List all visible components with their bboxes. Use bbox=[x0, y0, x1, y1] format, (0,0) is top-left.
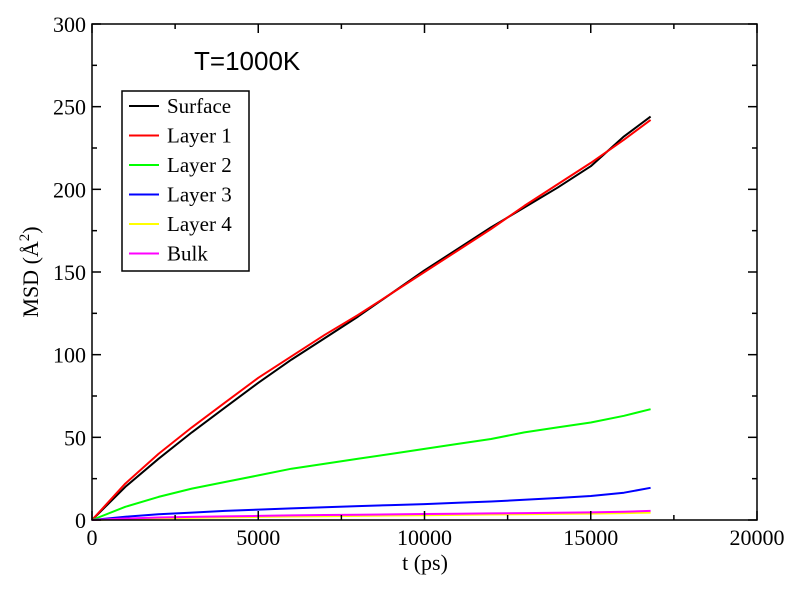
legend-label-layer-2: Layer 2 bbox=[167, 153, 232, 177]
series-line-layer-1 bbox=[91, 119, 652, 521]
series-layer bbox=[91, 115, 652, 521]
x-tick-label: 10000 bbox=[397, 525, 452, 550]
y-tick-label: 150 bbox=[53, 260, 86, 285]
legend-label-bulk: Bulk bbox=[167, 242, 208, 266]
legend-box bbox=[121, 90, 250, 272]
legend-label-layer-3: Layer 3 bbox=[167, 183, 232, 207]
y-tick-label: 250 bbox=[53, 95, 86, 120]
ticks-layer: 0 5000 10000 15000 20000 0 50 100 150 200 250 300 bbox=[53, 12, 785, 550]
legend-label-layer-4: Layer 4 bbox=[167, 212, 232, 236]
series-line-layer-3 bbox=[91, 486, 651, 521]
x-tick-label: 0 bbox=[87, 525, 98, 550]
x-tick-label: 20000 bbox=[730, 525, 785, 550]
y-tick-label: 200 bbox=[53, 177, 86, 202]
y-axis-label: MSD (Å2) bbox=[17, 226, 43, 317]
series-line-bulk bbox=[91, 509, 651, 521]
x-axis-label: t (ps) bbox=[402, 550, 448, 575]
y-tick-label: 0 bbox=[75, 508, 86, 533]
legend-label-layer-1: Layer 1 bbox=[167, 124, 232, 148]
x-tick-label: 5000 bbox=[236, 525, 280, 550]
y-axis-label-unit: Å bbox=[18, 241, 43, 257]
y-tick-label: 100 bbox=[53, 343, 86, 368]
y-axis-label-end: ) bbox=[18, 226, 43, 233]
legend: Surface Layer 1 Layer 2 Layer 3 Layer 4 Bulk bbox=[121, 90, 250, 272]
y-tick-label: 50 bbox=[64, 425, 86, 450]
legend-label-surface: Surface bbox=[167, 94, 231, 118]
series-line-layer-2 bbox=[91, 408, 651, 521]
y-tick-label: 300 bbox=[53, 12, 86, 37]
x-tick-label: 15000 bbox=[563, 525, 618, 550]
svg-text:MSD (Å2): MSD (Å2) bbox=[17, 226, 43, 317]
annotation-temperature: T=1000K bbox=[194, 46, 301, 76]
y-axis-label-main: MSD ( bbox=[18, 257, 43, 318]
y-axis-label-sup: 2 bbox=[17, 234, 33, 242]
